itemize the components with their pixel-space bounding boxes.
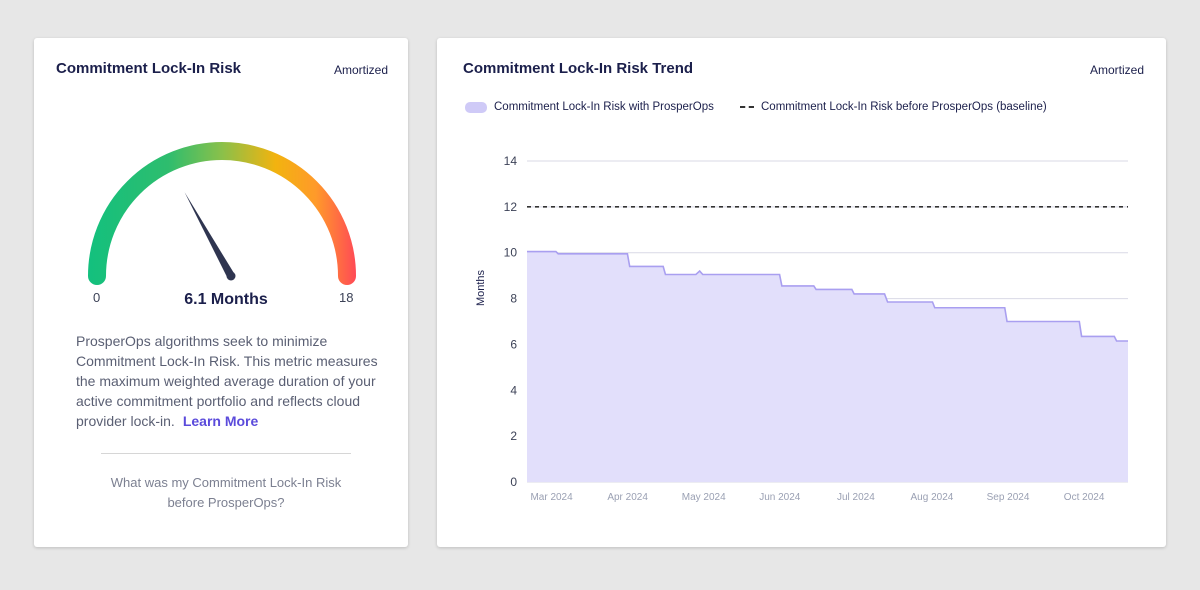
lock-in-risk-trend-card: Commitment Lock-In Risk Trend Amortized … — [437, 38, 1166, 547]
amortized-badge: Amortized — [333, 63, 388, 77]
x-tick-label: Mar 2024 — [530, 492, 573, 503]
legend-label: Commitment Lock-In Risk with ProsperOps — [494, 101, 714, 113]
legend-item-with-prosperops[interactable]: Commitment Lock-In Risk with ProsperOps — [465, 101, 714, 113]
gauge-max-label: 18 — [339, 290, 354, 305]
amortized-badge: Amortized — [1089, 63, 1144, 77]
trend-chart: 0 2 4 6 8 10 12 14 Mar 2024 Apr 2024 May 2024 Jun … — [475, 154, 1128, 503]
learn-more-link[interactable]: Learn More — [182, 413, 259, 429]
gauge-needle-hub — [226, 271, 236, 281]
area-swatch-icon — [465, 101, 487, 113]
dashed-line-icon — [740, 106, 754, 108]
legend-item-baseline[interactable]: Commitment Lock-In Risk before ProsperOp… — [740, 101, 1047, 113]
y-tick-label: 0 — [510, 475, 517, 489]
x-tick-label: Oct 2024 — [1064, 492, 1105, 503]
lock-in-risk-card: Commitment Lock-In Risk Amortized 0 18 6… — [34, 38, 408, 547]
x-tick-label: May 2024 — [682, 492, 726, 503]
trend-chart-title: Commitment Lock-In Risk Trend — [463, 60, 694, 77]
lock-in-risk-description: ProsperOps algorithms seek to minimize C… — [76, 331, 386, 431]
y-tick-label: 2 — [510, 429, 517, 443]
before-prosperops-link[interactable]: What was my Commitment Lock-In Risk befo… — [110, 475, 342, 510]
y-tick-label: 8 — [510, 292, 517, 306]
lock-in-risk-title: Commitment Lock-In Risk — [56, 60, 242, 77]
y-tick-label: 14 — [504, 154, 518, 168]
description-text: ProsperOps algorithms seek to minimize C… — [76, 333, 378, 429]
x-tick-label: Sep 2024 — [987, 492, 1030, 503]
y-axis-title: Months — [475, 269, 487, 306]
x-tick-label: Jun 2024 — [759, 492, 801, 503]
y-tick-label: 10 — [504, 246, 518, 260]
risk-area-fill — [527, 251, 1128, 482]
gauge-needle — [184, 192, 235, 278]
gauge-value-label: 6.1 Months — [184, 291, 268, 308]
y-tick-label: 6 — [510, 337, 517, 351]
x-tick-label: Apr 2024 — [607, 492, 648, 503]
risk-series-line[interactable] — [527, 250, 1128, 342]
legend-label: Commitment Lock-In Risk before ProsperOp… — [761, 101, 1047, 113]
gauge-arc — [88, 142, 356, 285]
x-tick-label: Jul 2024 — [837, 492, 875, 503]
y-tick-label: 12 — [504, 200, 518, 214]
risk-gauge — [88, 142, 356, 285]
y-tick-label: 4 — [510, 383, 517, 397]
x-tick-label: Aug 2024 — [911, 492, 954, 503]
divider — [101, 453, 351, 454]
gauge-min-label: 0 — [93, 290, 101, 305]
